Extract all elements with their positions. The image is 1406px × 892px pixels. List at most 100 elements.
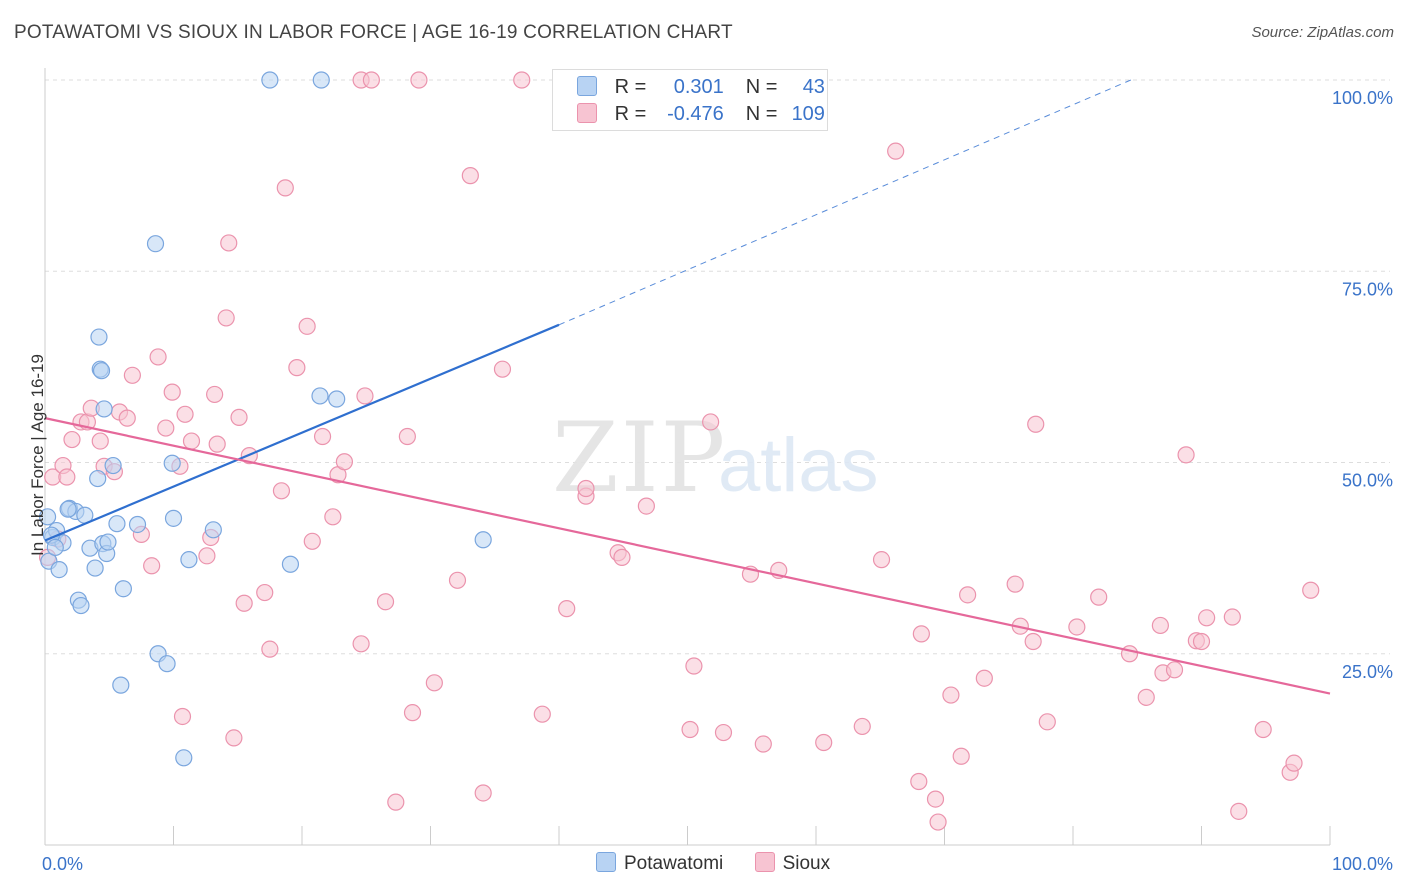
potawatomi-point — [312, 71, 330, 89]
sioux-point — [272, 482, 291, 500]
gridlines — [45, 79, 1390, 655]
sioux-point — [206, 385, 224, 404]
sioux-point — [681, 720, 699, 739]
sioux-point — [558, 600, 576, 618]
sioux-point — [929, 813, 947, 831]
sioux-point — [513, 71, 531, 89]
sioux-point — [754, 735, 772, 753]
sioux-point — [376, 593, 395, 611]
potawatomi-point — [146, 235, 165, 253]
sioux-point — [474, 784, 492, 802]
x-tick-label: 0.0% — [42, 854, 83, 874]
potawatomi-point — [46, 538, 64, 557]
sioux-point — [157, 419, 175, 437]
potawatomi-point — [99, 533, 117, 551]
potawatomi-trend-line — [44, 323, 560, 542]
sioux-point — [1090, 588, 1108, 606]
sioux-point — [288, 359, 306, 377]
sioux-point — [410, 71, 428, 89]
potawatomi-point — [163, 454, 181, 472]
potawatomi-point — [164, 509, 183, 527]
potawatomi-point — [50, 560, 68, 579]
sioux-point — [1006, 575, 1024, 593]
sioux-point — [149, 348, 167, 366]
sioux-trend-line — [44, 417, 1331, 695]
potawatomi-point — [72, 596, 90, 615]
sioux-point — [362, 71, 380, 89]
sioux-point — [313, 427, 332, 446]
sioux-point — [217, 309, 235, 327]
sioux-point — [91, 432, 109, 450]
potawatomi-n-value: 43 — [802, 76, 825, 98]
sioux-n-label: N = — [745, 103, 778, 125]
sioux-point — [324, 508, 342, 526]
series-legend: Potawatomi Sioux — [596, 852, 856, 875]
potawatomi-point — [175, 749, 193, 767]
sioux-point — [714, 723, 733, 742]
potawatomi-point — [128, 515, 147, 534]
sioux-point — [1223, 608, 1241, 626]
potawatomi-point — [204, 521, 222, 539]
watermark: ZIP atlas — [552, 402, 879, 514]
trend-lines — [44, 79, 1331, 695]
sioux-point — [872, 551, 891, 569]
potawatomi-r-label: R = — [614, 76, 647, 98]
sioux-point — [398, 427, 416, 446]
sioux-point — [613, 548, 631, 566]
sioux-point — [448, 571, 467, 589]
potawatomi-trend-extension — [558, 79, 1132, 326]
potawatomi-point — [108, 515, 126, 533]
potawatomi-point — [180, 551, 198, 569]
potawatomi-point — [86, 559, 104, 577]
sioux-point — [1302, 581, 1320, 599]
legend-row-potawatomi: R = 0.301 N = 43 — [577, 76, 825, 98]
potawatomi-point — [281, 555, 300, 573]
potawatomi-legend-label: Potawatomi — [624, 853, 724, 874]
sioux-point — [123, 366, 141, 384]
legend-item-sioux: Sioux — [754, 852, 830, 875]
sioux-point — [1038, 713, 1056, 731]
sioux-point — [256, 583, 274, 602]
potawatomi-point — [104, 456, 122, 475]
sioux-point — [637, 497, 655, 515]
sioux-point — [276, 179, 294, 197]
sioux-point — [533, 705, 551, 723]
sioux-point — [1254, 720, 1272, 739]
sioux-point — [1068, 618, 1086, 636]
potawatomi-point — [158, 655, 176, 673]
sioux-point — [352, 635, 370, 653]
sioux-point — [815, 733, 833, 752]
sioux-point — [403, 704, 422, 722]
sioux-point — [910, 772, 928, 791]
sioux-point — [577, 479, 595, 498]
sioux-point — [1177, 446, 1195, 464]
tick-labels: 100.0% 75.0% 50.0% 25.0% 0.0% 100.0% — [42, 88, 1393, 874]
sioux-point — [63, 430, 81, 449]
sioux-point — [853, 717, 871, 736]
sioux-point — [387, 793, 405, 811]
watermark-atlas: atlas — [718, 423, 879, 508]
potawatomi-points — [38, 71, 492, 767]
sioux-point — [143, 557, 161, 575]
sioux-point — [1151, 616, 1169, 635]
potawatomi-legend-swatch — [596, 852, 616, 872]
source-credit: Source: ZipAtlas.com — [1251, 24, 1394, 41]
y-axis-label: In Labor Force | Age 16-19 — [28, 354, 47, 556]
potawatomi-point — [474, 531, 492, 549]
sioux-point — [926, 790, 945, 808]
sioux-point — [887, 142, 905, 160]
y-tick-label: 25.0% — [1342, 662, 1393, 682]
sioux-point — [1285, 754, 1303, 772]
sioux-point — [959, 586, 977, 604]
sioux-point — [1192, 632, 1211, 651]
chart-title: POTAWATOMI VS SIOUX IN LABOR FORCE | AGE… — [14, 22, 733, 43]
sioux-point — [261, 640, 279, 658]
sioux-point — [356, 387, 374, 405]
sioux-point — [173, 707, 192, 726]
sioux-point — [702, 413, 720, 431]
legend-row-sioux: R = -0.476 N = 109 — [577, 103, 825, 125]
potawatomi-point — [89, 469, 107, 488]
sioux-point — [303, 532, 321, 550]
y-tick-label: 75.0% — [1342, 279, 1393, 299]
legend-item-potawatomi: Potawatomi — [596, 852, 723, 875]
